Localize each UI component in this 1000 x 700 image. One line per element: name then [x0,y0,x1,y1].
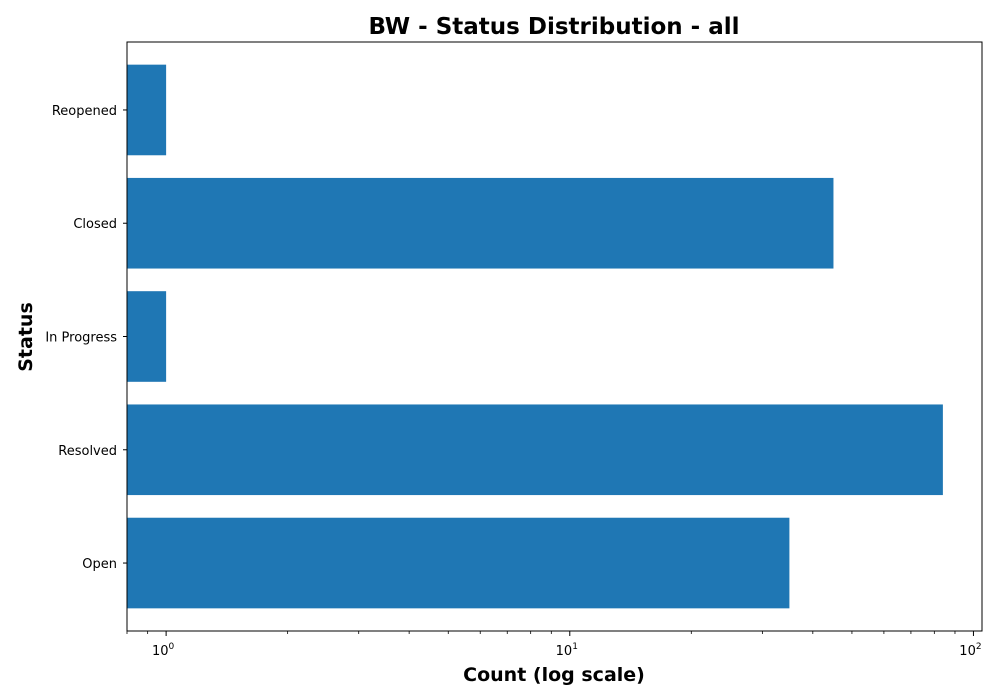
bar-resolved [127,404,943,496]
y-tick-label: Resolved [58,444,117,459]
y-tick-label: Closed [73,217,117,232]
y-tick-label: In Progress [45,331,117,346]
x-axis-label: Count (log scale) [463,664,645,686]
y-tick-label: Open [82,557,117,572]
bar-reopened [127,64,167,156]
y-axis: Open Resolved In Progress Closed Reopened [45,104,127,572]
y-tick-label: Reopened [52,104,117,119]
x-tick-label: 101 [556,642,578,659]
x-tick-label: 100 [152,642,175,659]
bar-open [127,517,790,609]
x-axis: 100 101 102 [126,631,982,659]
bar-in-progress [127,291,167,382]
bars-layer [127,64,943,609]
chart-title: BW - Status Distribution - all [369,14,740,40]
x-tick-label: 102 [959,642,981,659]
y-axis-label: Status [15,302,37,372]
bar-closed [127,177,834,269]
